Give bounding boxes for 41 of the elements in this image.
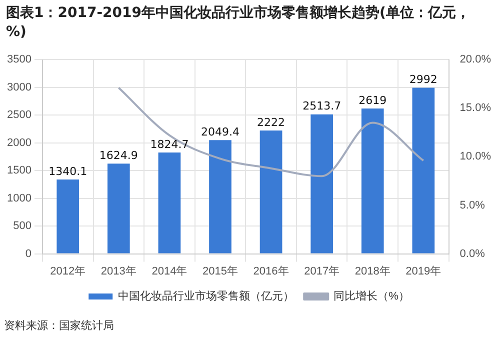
x-tick-label: 2012年	[50, 265, 86, 278]
bar	[107, 164, 130, 254]
x-tick-label: 2016年	[253, 265, 289, 278]
y-tick-label: 1500	[6, 164, 32, 177]
text: 资料来源：国家统计局	[4, 318, 114, 333]
y-tick-label: 1000	[6, 192, 32, 204]
y-tick-label: 0	[25, 248, 32, 260]
y-tick-label: 2500	[6, 109, 32, 122]
x-tick-label: 2017年	[304, 265, 340, 278]
y-tick-label: 2000	[6, 136, 32, 149]
chart-title: 图表1：2017-2019年中国化妆品行业市场零售额增长趋势(单位：亿元，%)	[6, 4, 471, 42]
y2-tick-label: 20.0%	[460, 54, 492, 66]
y2-tick-label: 5.0%	[460, 199, 486, 212]
data-label: 1824.7	[150, 138, 189, 151]
legend-label: 中国化妆品行业市场零售额（亿元）	[118, 290, 294, 303]
data-label: 1340.1	[48, 164, 88, 178]
bar	[209, 140, 232, 254]
legend-label: 同比增长（%）	[334, 290, 410, 303]
y2-tick-label: 0.0%	[460, 248, 486, 260]
bar	[361, 108, 384, 254]
data-label: 2513.7	[302, 100, 342, 113]
x-tick-label: 2014年	[152, 265, 188, 278]
y2-tick-label: 15.0%	[460, 102, 492, 114]
y2-tick-label: 10.0%	[460, 150, 492, 163]
data-label: 2992	[409, 73, 438, 86]
bar	[260, 130, 282, 254]
x-tick-label: 2019年	[406, 265, 442, 278]
data-label: 2049.4	[200, 125, 240, 138]
x-tick-label: 2018年	[354, 265, 390, 278]
data-label: 2619	[358, 94, 387, 107]
data-label: 1624.9	[99, 149, 138, 162]
bar	[412, 88, 435, 254]
x-tick-label: 2013年	[100, 265, 136, 278]
bar	[56, 179, 80, 254]
data-label: 2222	[257, 116, 286, 129]
y-tick-label: 500	[13, 220, 32, 232]
bar	[158, 152, 181, 254]
x-tick-label: 2015年	[202, 265, 238, 278]
bar	[310, 114, 334, 254]
y-tick-label: 3500	[6, 54, 32, 66]
y-tick-label: 3000	[6, 81, 32, 94]
